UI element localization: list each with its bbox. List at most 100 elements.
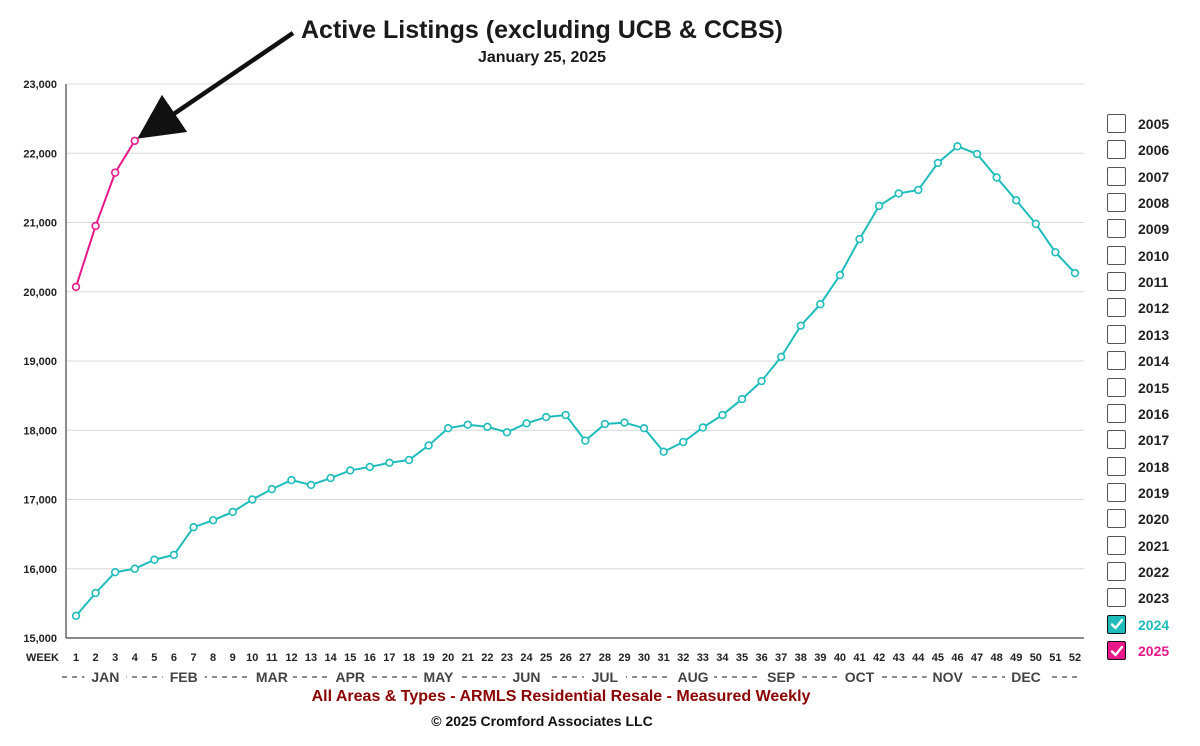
- year-toggle-2024[interactable]: 2024: [1107, 614, 1199, 637]
- x-tick-label: 34: [716, 652, 729, 664]
- month-label-backdrop: [1005, 668, 1048, 686]
- data-point-2024: [914, 185, 923, 195]
- checkbox-icon[interactable]: [1107, 430, 1126, 450]
- year-toggle-2013[interactable]: 2013: [1107, 324, 1199, 347]
- checkbox-checked-icon[interactable]: [1107, 641, 1126, 660]
- checkbox-icon[interactable]: [1107, 403, 1126, 423]
- checkbox-icon[interactable]: [1107, 561, 1126, 581]
- checkbox-checked-icon[interactable]: [1107, 614, 1126, 634]
- x-tick-label: 24: [520, 652, 533, 664]
- year-label: 2020: [1138, 511, 1170, 528]
- data-point-2024: [737, 394, 747, 404]
- data-point-2024: [326, 473, 335, 483]
- y-tick-label: 22,000: [23, 148, 57, 160]
- x-tick-label: 16: [364, 652, 376, 664]
- x-tick-label: 39: [814, 652, 826, 664]
- checkbox-icon[interactable]: [1107, 193, 1126, 213]
- checkbox-icon[interactable]: [1107, 166, 1126, 186]
- month-label: JUN: [513, 669, 541, 685]
- checkbox-icon[interactable]: [1107, 588, 1126, 608]
- data-point-2024: [581, 436, 590, 445]
- data-point-2024: [718, 410, 727, 420]
- x-tick-label: 3: [112, 652, 118, 664]
- checkbox-icon[interactable]: [1107, 140, 1126, 160]
- year-toggle-2016[interactable]: 2016: [1107, 403, 1199, 426]
- checkbox-icon[interactable]: [1107, 535, 1126, 555]
- y-tick-label: 17,000: [23, 495, 57, 507]
- year-toggle-2019[interactable]: 2019: [1107, 482, 1199, 505]
- x-tick-label: 48: [991, 652, 1003, 664]
- x-tick-label: 26: [560, 652, 572, 664]
- data-point-2024: [71, 611, 81, 621]
- year-label: 2014: [1138, 353, 1170, 370]
- data-point-2024: [463, 420, 472, 429]
- annotation-arrow: [137, 31, 295, 139]
- x-tick-label: 43: [893, 652, 905, 664]
- year-toggle-2011[interactable]: 2011: [1107, 272, 1199, 294]
- checkbox-icon[interactable]: [1107, 245, 1126, 265]
- month-label: FEB: [170, 669, 198, 685]
- year-toggle-2010[interactable]: 2010: [1107, 245, 1199, 268]
- checkbox-icon[interactable]: [1107, 114, 1126, 133]
- year-label: 2009: [1138, 221, 1170, 238]
- y-tick-label: 23,000: [23, 79, 57, 91]
- year-label: 2023: [1138, 590, 1170, 607]
- year-toggle-2021[interactable]: 2021: [1107, 535, 1199, 558]
- x-tick-label: 31: [658, 652, 670, 664]
- year-toggle-2012[interactable]: 2012: [1107, 298, 1199, 320]
- checkbox-icon[interactable]: [1107, 324, 1126, 344]
- data-point-2025: [91, 221, 100, 231]
- year-toggle-2017[interactable]: 2017: [1107, 430, 1199, 452]
- x-tick-label: 49: [1010, 652, 1022, 664]
- checkbox-icon[interactable]: [1107, 298, 1126, 318]
- data-point-2024: [248, 495, 257, 504]
- data-point-2024: [130, 564, 139, 573]
- x-tick-label: 41: [853, 652, 865, 664]
- year-label: 2022: [1138, 563, 1170, 580]
- year-label: 2024: [1138, 616, 1170, 633]
- checkbox-icon[interactable]: [1107, 219, 1126, 239]
- data-point-2024: [835, 270, 845, 280]
- x-tick-label: 52: [1069, 652, 1081, 664]
- year-toggle-2020[interactable]: 2020: [1107, 509, 1199, 531]
- year-toggle-2007[interactable]: 2007: [1107, 166, 1199, 189]
- data-point-2024: [933, 158, 943, 168]
- year-toggle-2005[interactable]: 2005: [1107, 114, 1199, 136]
- checkbox-icon[interactable]: [1107, 272, 1126, 292]
- data-point-2024: [816, 300, 825, 309]
- x-tick-label: 13: [305, 652, 317, 664]
- year-label: 2025: [1138, 643, 1170, 659]
- year-toggle-2006[interactable]: 2006: [1107, 140, 1199, 162]
- data-point-2024: [972, 149, 982, 159]
- data-point-2024: [953, 142, 962, 151]
- year-toggle-2014[interactable]: 2014: [1107, 351, 1199, 373]
- year-toggle-2022[interactable]: 2022: [1107, 561, 1199, 584]
- year-toggle-2018[interactable]: 2018: [1107, 456, 1199, 479]
- year-toggle-2023[interactable]: 2023: [1107, 588, 1199, 610]
- year-toggle-2025[interactable]: 2025: [1107, 641, 1199, 663]
- data-point-2024: [483, 422, 492, 431]
- x-tick-label: 4: [132, 652, 139, 664]
- year-label: 2012: [1138, 300, 1170, 317]
- year-label: 2015: [1138, 379, 1170, 396]
- checkbox-icon[interactable]: [1107, 456, 1126, 476]
- checkbox-icon[interactable]: [1107, 482, 1126, 502]
- data-point-2024: [561, 410, 570, 420]
- year-toggle-2008[interactable]: 2008: [1107, 193, 1199, 215]
- x-tick-label: 17: [383, 652, 395, 664]
- checkbox-icon[interactable]: [1107, 351, 1126, 371]
- checkbox-icon[interactable]: [1107, 509, 1126, 529]
- month-label: JUL: [592, 669, 619, 685]
- year-toggle-2015[interactable]: 2015: [1107, 377, 1199, 400]
- year-toggle-2009[interactable]: 2009: [1107, 219, 1199, 241]
- year-label: 2017: [1138, 432, 1170, 449]
- data-point-2024: [992, 173, 1001, 182]
- axes: 15,000 16,000 17,000 18,000 19,000 20,000 21,0…: [23, 79, 1084, 686]
- copyright-notice: © 2025 Cromford Associates LLC: [431, 713, 653, 729]
- data-point-2024: [874, 201, 884, 211]
- chart-title: Active Listings (excluding UCB & CCBS): [301, 16, 783, 44]
- checkbox-icon[interactable]: [1107, 377, 1126, 397]
- month-label-backdrop: [162, 668, 205, 686]
- data-point-2024: [169, 550, 179, 560]
- chart-subtitle: January 25, 2025: [477, 49, 607, 66]
